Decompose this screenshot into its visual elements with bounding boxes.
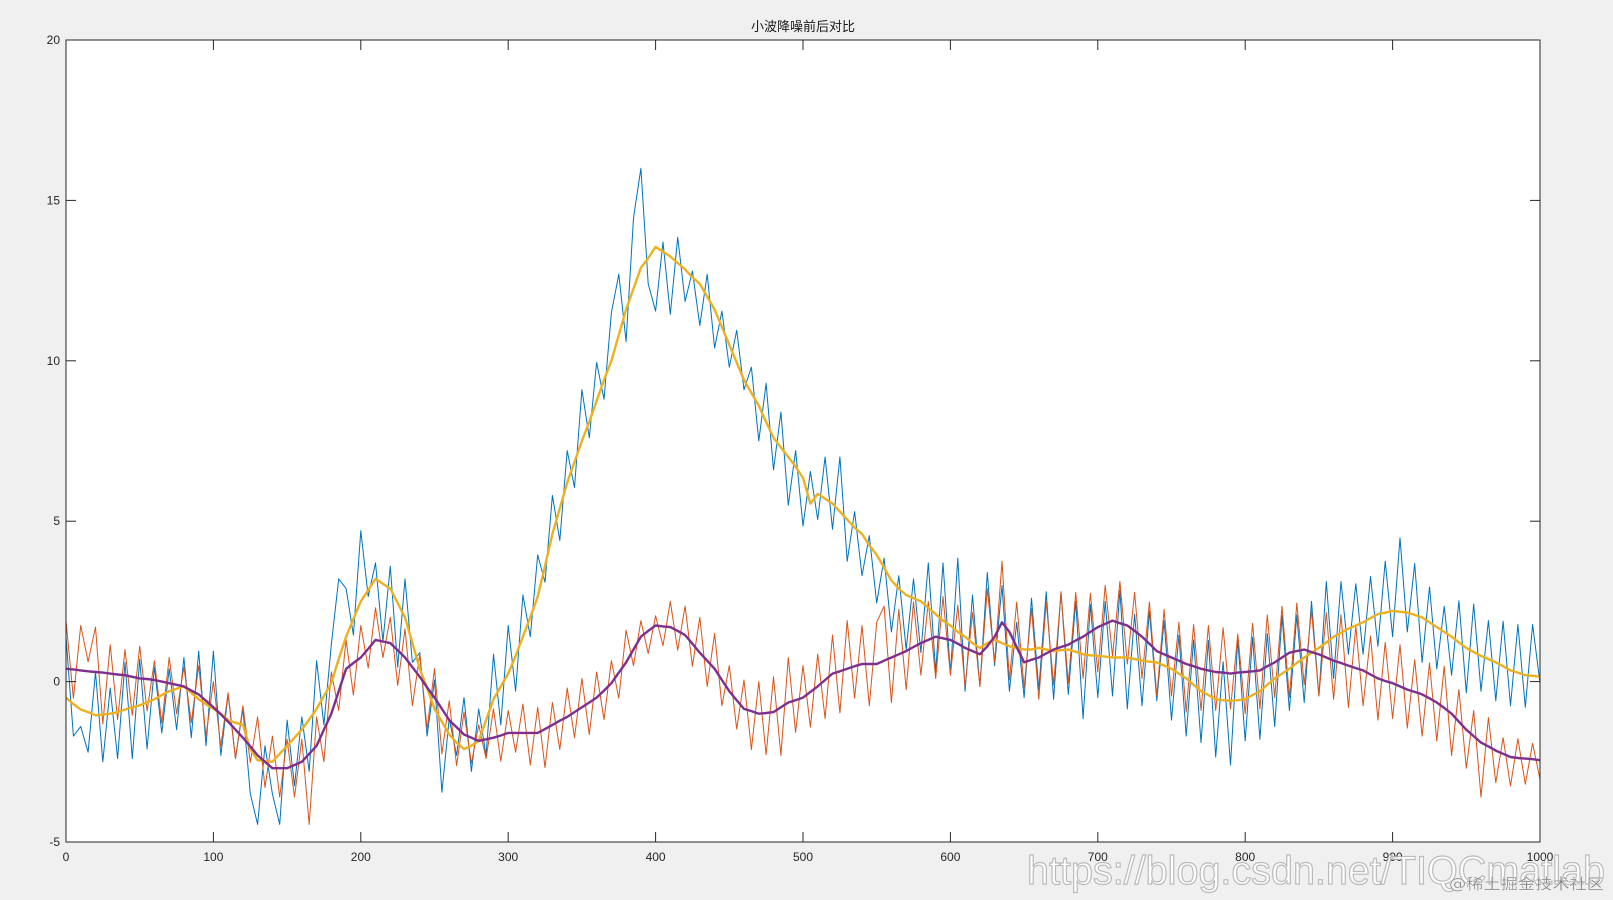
x-tick-label: 800 [1235,850,1255,864]
x-tick-label: 700 [1088,850,1108,864]
x-tick-label: 1000 [1527,850,1554,864]
yellow-denoised-line [66,245,1540,763]
watermark-url: https://blog.csdn.net/TIQCmatlab [1027,849,1605,893]
purple-denoised-line [66,619,1540,770]
x-tick-label: 300 [498,850,518,864]
x-tick-label: 100 [203,850,223,864]
x-tick-label: 400 [646,850,666,864]
series-layer [66,167,1540,825]
tick-layer: 0 100 200 300 400 500 600 700 800 900 1000-5051015… [47,33,1554,864]
x-tick-label: 200 [351,850,371,864]
x-tick-label: 900 [1383,850,1403,864]
x-tick-label: 0 [63,850,70,864]
plot-area [66,40,1540,842]
watermark-site: @稀土掘金技术社区 [1449,875,1604,893]
y-tick-label: 10 [47,354,61,368]
blue-noisy-line [66,167,1540,825]
x-tick-label: 600 [940,850,960,864]
orange-noisy-line [66,560,1540,825]
y-tick-label: 5 [53,514,60,528]
x-tick-label: 500 [793,850,813,864]
y-tick-label: 0 [53,675,60,689]
y-tick-label: 20 [47,33,61,47]
y-tick-label: 15 [47,193,61,207]
chart-title: 小波降噪前后对比 [751,19,855,35]
y-tick-label: -5 [49,835,60,849]
